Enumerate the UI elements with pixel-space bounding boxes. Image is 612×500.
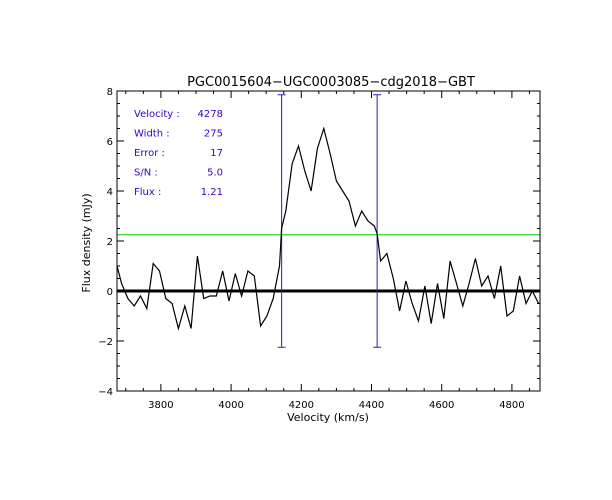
y-tick-label: 6	[107, 137, 113, 148]
annotation-value: 1.21	[201, 187, 223, 198]
x-tick-label: 4800	[499, 400, 524, 411]
annotation-label: Velocity :	[134, 109, 180, 120]
annotation-value: 5.0	[207, 168, 223, 179]
annotation-value: 275	[204, 129, 223, 140]
annotation-value: 4278	[198, 109, 223, 120]
y-tick-label: −2	[98, 337, 113, 348]
y-axis-label: Flux density (mJy)	[80, 193, 93, 292]
annotation-label: S/N :	[134, 168, 158, 179]
annotation-label: Width :	[134, 129, 170, 140]
spectrum-line	[116, 126, 540, 331]
measurement-annotations: Velocity : 4278 Width : 275 Error : 17 S/N : 5.…	[134, 109, 223, 198]
annotation-value: 17	[210, 148, 223, 159]
x-axis-label: Velocity (km/s)	[287, 411, 369, 424]
x-axis-ticks: 3800 4000 4200 4400 4600 4800	[125, 91, 530, 411]
y-tick-label: 2	[107, 237, 113, 248]
y-tick-label: −4	[98, 387, 113, 398]
x-tick-label: 4200	[289, 400, 314, 411]
plot-frame	[116, 90, 541, 392]
velocity-markers	[277, 94, 382, 348]
x-tick-label: 3800	[148, 400, 173, 411]
chart-title: PGC0015604−UGC0003085−cdg2018−GBT	[187, 75, 475, 90]
y-tick-label: 8	[107, 87, 113, 98]
y-tick-label: 4	[107, 187, 113, 198]
x-tick-label: 4400	[359, 400, 384, 411]
x-tick-label: 4000	[218, 400, 243, 411]
annotation-label: Flux :	[134, 187, 161, 198]
y-tick-label: 0	[107, 287, 113, 298]
x-tick-label: 4600	[429, 400, 454, 411]
annotation-label: Error :	[134, 148, 165, 159]
